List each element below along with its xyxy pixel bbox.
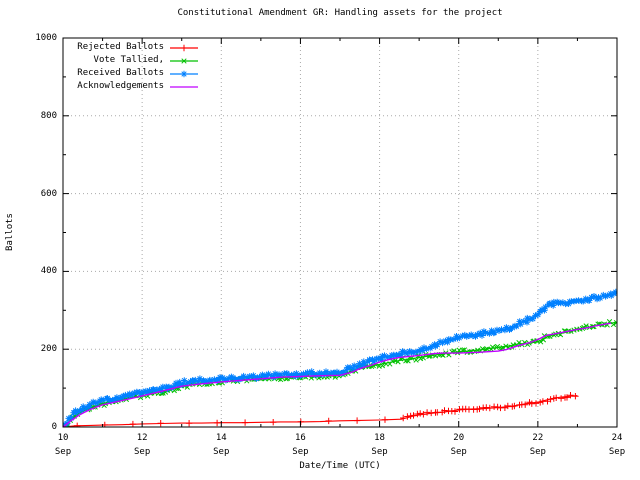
series-markers-received-ballots (63, 288, 617, 427)
y-tick-label: 600 (40, 188, 57, 199)
series-line-acknowledgements (63, 322, 612, 427)
legend-label-received-ballots: Received Ballots (77, 68, 164, 78)
y-tick-label: 1000 (35, 33, 57, 43)
x-tick-label: 20 Sep (450, 433, 467, 457)
x-tick-label: 12 Sep (134, 433, 151, 457)
series-line-rejected-ballots (63, 394, 578, 427)
y-tick-label: 200 (40, 344, 57, 355)
y-tick-label: 0 (51, 422, 57, 432)
x-tick-label: 24 Sep (608, 433, 626, 457)
series-markers-rejected-ballots (74, 392, 579, 427)
y-axis-title: Ballots (5, 213, 15, 251)
x-axis-title: Date/Time (UTC) (299, 461, 381, 471)
chart-title: Constitutional Amendment GR: Handling as… (177, 8, 503, 18)
x-tick-label: 22 Sep (529, 433, 546, 457)
legend-label-votes-tallied: Vote Tallied, (93, 55, 164, 65)
y-tick-label: 800 (40, 110, 57, 121)
x-tick-label: 16 Sep (292, 433, 309, 457)
x-tick-label: 18 Sep (371, 433, 388, 457)
x-tick-label: 10 Sep (54, 433, 72, 457)
legend-label-acknowledgements: Acknowledgements (77, 81, 164, 91)
x-tick-label: 14 Sep (213, 433, 230, 457)
legend-label-rejected-ballots: Rejected Ballots (77, 42, 164, 52)
y-tick-label: 400 (40, 266, 57, 277)
